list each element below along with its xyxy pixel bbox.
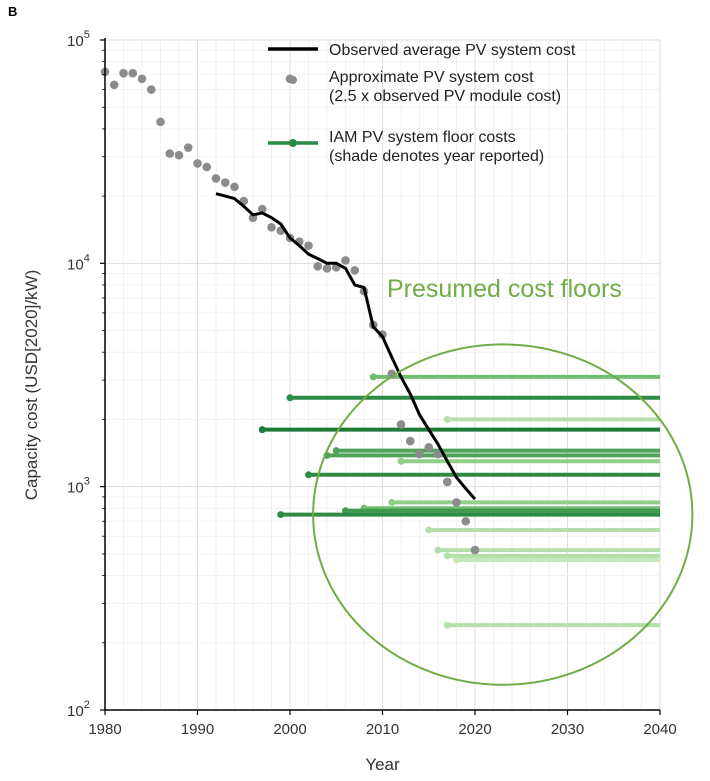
legend-label-floor: (shade denotes year reported) [329, 148, 544, 165]
y-tick-label: 103 [67, 476, 90, 497]
legend-label-approx: (2.5 x observed PV module cost) [329, 88, 561, 105]
observed-cost-line [215, 192, 477, 501]
floor-cost-lines [258, 373, 660, 629]
scatter-point [146, 85, 156, 94]
floor-start-point [388, 498, 396, 506]
observed-cost-line-path [215, 192, 477, 501]
legend-label-floor: IAM PV system floor costs [329, 129, 516, 146]
scatter-point [202, 162, 212, 172]
scatter-point [424, 443, 434, 452]
y-tick-label: 104 [67, 252, 90, 273]
annotation-text: Presumed cost floors [387, 275, 622, 303]
floor-start-point [277, 511, 285, 519]
legend-label-observed: Observed average PV system cost [329, 42, 576, 59]
scatter-point [396, 420, 406, 429]
scatter-point [165, 149, 175, 158]
x-tick-label: 2010 [366, 721, 399, 738]
y-axis-title: Capacity cost (USD[2020]/kW) [22, 270, 41, 501]
scatter-point [470, 545, 480, 555]
floor-start-point [453, 556, 460, 564]
scatter-point [405, 436, 415, 446]
x-tick-label: 1980 [88, 721, 121, 738]
annotation-ellipse [312, 343, 694, 686]
scatter-point [128, 68, 138, 78]
scatter-point [433, 449, 443, 459]
floor-start-point [443, 621, 451, 629]
scatter-point [341, 256, 350, 265]
legend-label-approx: Approximate PV system cost [329, 69, 534, 86]
scatter-point [442, 477, 452, 487]
x-axis-title: Year [365, 755, 400, 774]
legend: Observed average PV system cost Approxima… [268, 42, 576, 165]
floor-start-point [443, 415, 451, 423]
scatter-point [211, 174, 221, 183]
floor-start-point [443, 552, 451, 560]
scatter-point [350, 266, 360, 275]
floor-start-point [305, 471, 312, 479]
scatter-point [304, 241, 313, 250]
scatter-point [230, 182, 239, 192]
x-tick-label: 2020 [458, 721, 491, 738]
floor-start-point [425, 526, 433, 534]
scatter-point [137, 74, 147, 84]
axes: 1980 1990 2000 2010 2020 2030 2040 102 103 104 105 [67, 29, 677, 738]
legend-swatch-approx [289, 76, 297, 84]
floor-start-point [397, 457, 405, 465]
scatter-point [415, 449, 424, 459]
scatter-point [156, 117, 165, 127]
x-tick-label: 2040 [643, 721, 676, 738]
scatter-point [267, 222, 276, 232]
scatter-point [119, 68, 128, 78]
scatter-point [109, 80, 119, 90]
scatter-point [220, 178, 230, 187]
floor-start-point [286, 394, 294, 402]
floor-start-point [258, 426, 266, 434]
scatter-point [452, 498, 461, 507]
scatter-point [174, 150, 184, 160]
x-tick-label: 2000 [273, 721, 306, 738]
y-tick-label: 105 [67, 29, 90, 50]
y-tick-label: 102 [67, 699, 90, 720]
scatter-point [313, 261, 323, 271]
scatter-point [257, 204, 267, 214]
x-tick-label: 1990 [181, 721, 214, 738]
legend-swatch-floor-point [289, 139, 297, 147]
scatter-point [322, 264, 332, 273]
scatter-point [461, 516, 471, 526]
floor-start-point [434, 546, 442, 554]
scatter-point [193, 159, 202, 168]
floor-start-point [342, 507, 349, 515]
scatter-point [183, 143, 193, 152]
floor-start-point [332, 447, 340, 455]
x-tick-label: 2030 [551, 721, 584, 738]
panel-label: B [8, 4, 17, 19]
presumed-floors-annotation: Presumed cost floors [312, 275, 694, 686]
floor-start-point [369, 373, 377, 381]
